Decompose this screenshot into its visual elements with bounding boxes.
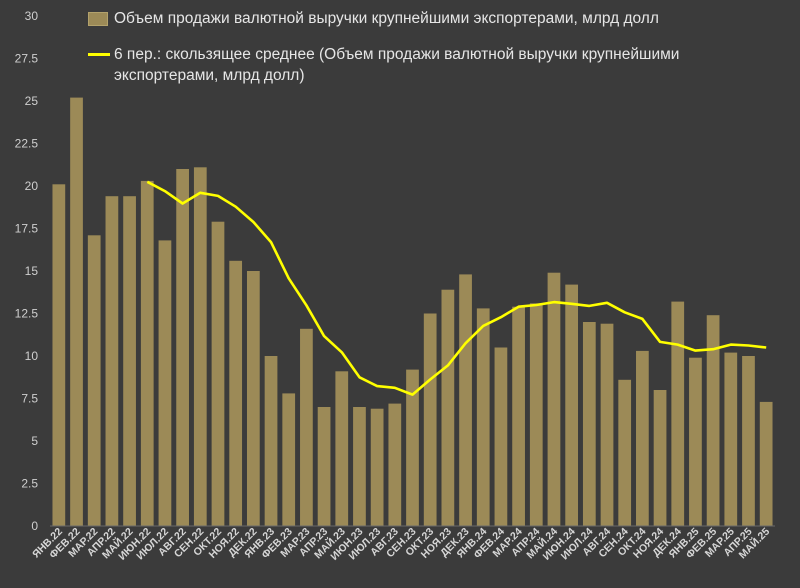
y-tick-label: 20: [25, 179, 39, 193]
y-tick-label: 7.5: [21, 392, 38, 406]
bar: [476, 308, 490, 526]
bar: [211, 221, 225, 526]
bar: [494, 347, 508, 526]
bar: [724, 352, 738, 526]
bar: [282, 393, 296, 526]
bar: [636, 350, 649, 526]
bar: [406, 369, 419, 526]
bar: [618, 379, 632, 526]
bar-series: [52, 97, 773, 527]
bar: [459, 274, 472, 526]
bar: [600, 323, 614, 526]
y-tick-label: 22.5: [15, 137, 39, 151]
bar: [512, 306, 525, 526]
y-tick-label: 12.5: [15, 307, 39, 321]
bar: [671, 301, 685, 526]
y-tick-label: 17.5: [15, 222, 39, 236]
y-tick-label: 2.5: [21, 477, 38, 491]
y-axis-ticks: 0 2.5 5 7.5 10 12.5 15 17.5 20 22.5 25 27.5 30: [15, 9, 39, 533]
bar: [335, 371, 349, 526]
bar: [123, 196, 136, 526]
bar: [582, 322, 596, 526]
bar: [176, 169, 189, 526]
bar: [229, 260, 243, 526]
bar: [193, 167, 207, 527]
bar: [140, 180, 154, 526]
bar: [370, 408, 384, 526]
legend-item-line: 6 пер.: скользящее среднее (Объем продаж…: [88, 44, 778, 88]
y-tick-label: 25: [25, 94, 39, 108]
bar: [353, 407, 366, 526]
bar: [300, 328, 313, 526]
bar: [565, 284, 579, 526]
y-tick-label: 10: [25, 349, 39, 363]
bar: [423, 313, 437, 526]
y-tick-label: 5: [31, 434, 38, 448]
bar: [689, 357, 702, 526]
bar: [158, 240, 172, 526]
bar: [317, 407, 331, 526]
y-tick-label: 0: [31, 519, 38, 533]
bar: [441, 289, 455, 526]
legend-line-label: 6 пер.: скользящее среднее (Объем продаж…: [114, 46, 680, 84]
bar: [52, 184, 66, 527]
bar: [653, 390, 667, 526]
legend-bar-label: Объем продажи валютной выручки крупнейши…: [114, 10, 659, 27]
legend-bar-swatch: [88, 12, 108, 26]
y-tick-label: 15: [25, 264, 39, 278]
legend-line-swatch: [88, 53, 110, 56]
bar: [388, 403, 402, 526]
x-axis-ticks: ЯНВ.22ФЕВ.22МАР.22АПР.22МАЙ.22ИЮН.22ИЮЛ.…: [30, 525, 772, 563]
bar: [759, 401, 773, 526]
bar: [87, 235, 101, 527]
bar: [246, 271, 260, 526]
moving-average-line: [146, 180, 767, 396]
bar: [742, 356, 755, 526]
y-tick-label: 27.5: [15, 52, 39, 66]
bar: [70, 97, 83, 526]
bar: [529, 303, 543, 526]
bar: [547, 272, 561, 526]
bar: [105, 196, 119, 526]
y-tick-label: 30: [25, 9, 39, 23]
legend-item-bars: Объем продажи валютной выручки крупнейши…: [88, 8, 688, 30]
bar: [264, 356, 278, 526]
bar: [706, 315, 720, 526]
